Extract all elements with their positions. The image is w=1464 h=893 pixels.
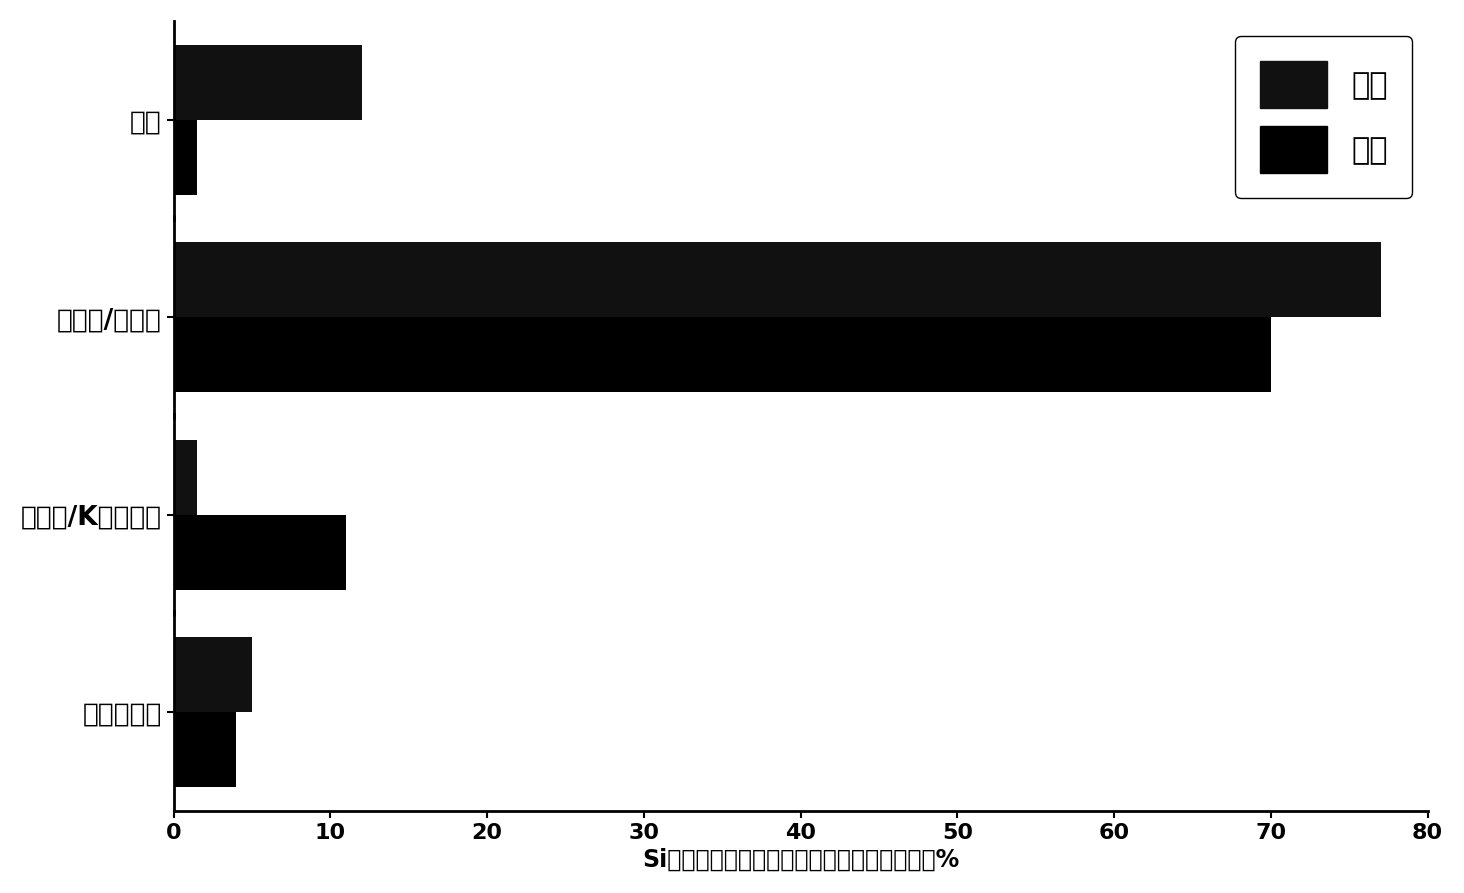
Bar: [174, 514, 346, 589]
Bar: [174, 120, 198, 195]
Bar: [174, 242, 1381, 317]
Bar: [174, 317, 1271, 392]
Bar: [174, 637, 252, 712]
X-axis label: Si元素燃烧前后在各矿物成分中的质量分布，%: Si元素燃烧前后在各矿物成分中的质量分布，%: [643, 848, 959, 872]
Bar: [174, 439, 198, 514]
Legend: 原煤, 煤灰: 原煤, 煤灰: [1236, 36, 1413, 197]
Bar: [174, 45, 362, 120]
Bar: [174, 712, 237, 787]
